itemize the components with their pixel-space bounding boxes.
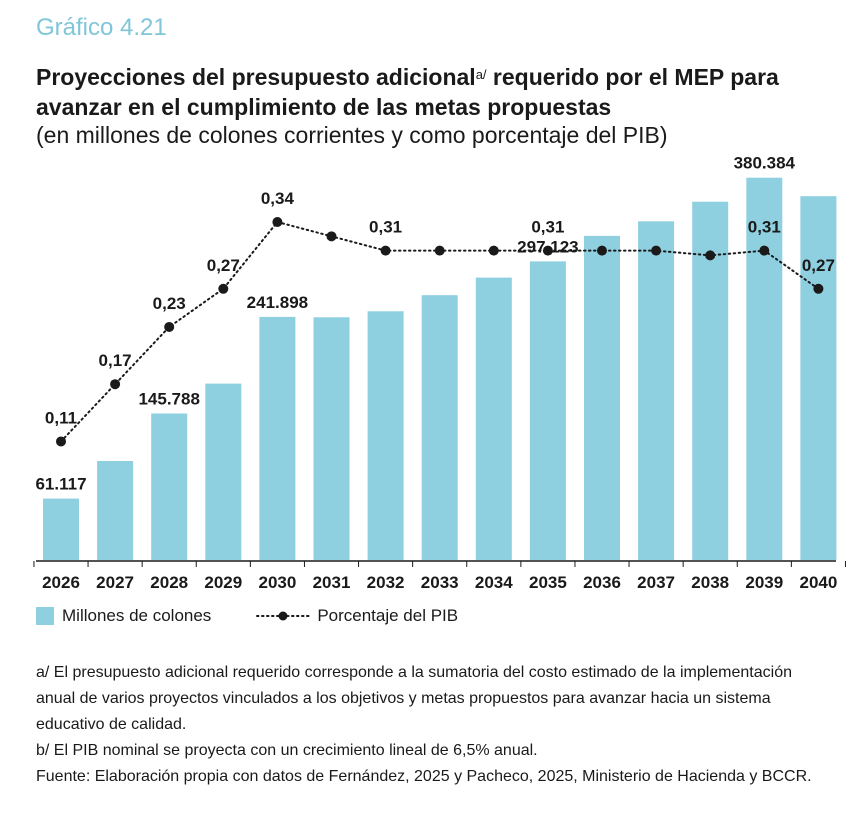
legend-item-line: Porcentaje del PIB [255, 606, 458, 626]
pib-point-2037 [651, 245, 662, 256]
x-tick-label-2036: 2036 [583, 573, 621, 592]
pib-value-label-2026: 0,11 [45, 408, 77, 427]
x-tick-label-2026: 2026 [42, 573, 80, 592]
pib-point-2031 [326, 231, 337, 242]
x-tick-label-2040: 2040 [799, 573, 837, 592]
legend-item-bars: Millones de colones [36, 606, 211, 626]
x-tick-label-2031: 2031 [313, 573, 351, 592]
x-tick-label-2032: 2032 [367, 573, 405, 592]
x-tick-label-2027: 2027 [96, 573, 134, 592]
bar-2038 [692, 201, 729, 560]
chart-notes: a/ El presupuesto adicional requerido co… [36, 660, 826, 790]
pib-point-2030 [272, 217, 283, 227]
pib-value-label-2028: 0,23 [153, 294, 186, 313]
pib-value-label-2040: 0,27 [802, 256, 835, 275]
x-tick-label-2038: 2038 [691, 573, 729, 592]
pib-point-2032 [380, 245, 391, 256]
chart-legend: Millones de colones Porcentaje del PIB [36, 606, 502, 626]
chart-subtitle: (en millones de colones corrientes y com… [36, 122, 668, 148]
pib-value-label-2030: 0,34 [261, 189, 295, 208]
title-rest: requerido por el MEP para avanzar en el … [36, 64, 779, 120]
bar-2034 [475, 277, 512, 560]
pib-value-label-2032: 0,31 [369, 218, 402, 237]
bar-value-label-2030: 241.898 [247, 293, 308, 312]
bar-2028 [151, 413, 188, 560]
pib-point-2036 [597, 245, 607, 256]
chart-kicker: Gráfico 4.21 [36, 14, 167, 41]
x-tick-label-2039: 2039 [745, 573, 783, 592]
pib-point-2040 [813, 283, 824, 294]
pib-value-label-2027: 0,17 [99, 351, 132, 370]
source-note: Fuente: Elaboración propia con datos de … [36, 768, 812, 785]
x-tick-label-2028: 2028 [150, 573, 188, 592]
pib-point-2028 [164, 321, 175, 332]
note-b: b/ El PIB nominal se proyecta con un cre… [36, 742, 538, 759]
bar-2036 [584, 235, 620, 560]
chart-canvas: 2026 2027 2028 2029 2030 2031 2032 2033 2034 2035… [33, 154, 846, 592]
pib-point-2038 [705, 250, 716, 261]
bar-2026 [43, 498, 79, 560]
title-footnote-mark: a/ [475, 67, 487, 82]
pib-value-label-2039: 0,31 [748, 218, 781, 237]
bar-value-label-2026: 61.117 [35, 475, 86, 494]
bar-2039 [746, 177, 783, 560]
pib-point-2035 [542, 245, 553, 256]
pib-point-2029 [218, 283, 229, 294]
bar-value-label-2028: 145.788 [138, 389, 199, 408]
pib-point-2027 [110, 379, 121, 390]
bar-2030 [259, 316, 296, 560]
x-tick-label-2035: 2035 [529, 573, 567, 592]
title-main: Proyecciones del presupuesto adicional [36, 64, 476, 90]
x-tick-label-2034: 2034 [475, 573, 513, 592]
bar-2033 [421, 295, 458, 560]
pib-point-2033 [434, 245, 445, 256]
pib-value-label-2035: 0,31 [531, 218, 564, 237]
pib-point-2039 [759, 245, 770, 256]
bar-2035 [529, 261, 566, 560]
pib-point-2034 [488, 245, 499, 256]
bar-2029 [205, 383, 242, 560]
x-tick-label-2030: 2030 [258, 573, 296, 592]
pib-point-2026 [56, 436, 66, 447]
legend-bar-swatch [36, 607, 54, 625]
pib-value-label-2029: 0,27 [207, 256, 240, 275]
legend-line-label: Porcentaje del PIB [317, 606, 459, 625]
x-tick-label-2037: 2037 [637, 573, 675, 592]
bar-2040 [800, 196, 837, 560]
x-tick-label-2033: 2033 [421, 573, 459, 592]
bar-2031 [313, 317, 350, 560]
bar-2037 [638, 221, 675, 560]
x-tick-label-2029: 2029 [204, 573, 242, 592]
bar-2032 [367, 311, 404, 560]
legend-bar-label: Millones de colones [62, 606, 212, 625]
bar-value-label-2039: 380.384 [734, 154, 796, 173]
note-a: a/ El presupuesto adicional requerido co… [36, 664, 792, 733]
bar-2027 [97, 461, 134, 560]
chart-title: Proyecciones del presupuesto adicionala/… [36, 62, 826, 122]
legend-line-swatch [256, 611, 311, 621]
